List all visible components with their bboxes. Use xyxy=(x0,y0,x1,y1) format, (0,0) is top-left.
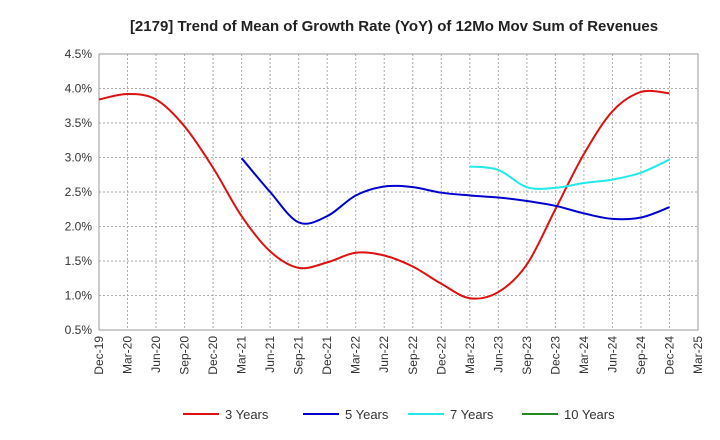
legend-label: 3 Years xyxy=(225,407,269,422)
y-tick-label: 4.0% xyxy=(65,82,93,96)
x-tick-label: Sep-20 xyxy=(178,336,192,375)
y-tick-label: 4.5% xyxy=(65,47,93,61)
x-tick-label: Mar-20 xyxy=(121,336,135,374)
series-line-3-years xyxy=(98,89,670,300)
legend-label: 10 Years xyxy=(564,407,615,422)
y-tick-label: 1.0% xyxy=(65,289,93,303)
legend-label: 5 Years xyxy=(345,407,389,422)
chart-title: [2179] Trend of Mean of Growth Rate (YoY… xyxy=(130,18,658,35)
legend: 3 Years 5 Years 7 Years 10 Years xyxy=(183,407,615,422)
x-tick-label: Dec-20 xyxy=(206,336,220,375)
y-tick-label: 1.5% xyxy=(65,254,93,268)
x-tick-label: Jun-20 xyxy=(149,336,163,373)
y-tick-label: 2.5% xyxy=(65,185,93,199)
x-tick-label: Mar-21 xyxy=(235,336,249,374)
x-tick-label: Dec-24 xyxy=(662,336,676,375)
series-line-7-years xyxy=(469,158,670,190)
x-tick-label: Dec-19 xyxy=(92,336,106,375)
legend-item-5-years: 5 Years xyxy=(303,407,389,422)
x-tick-label: Sep-23 xyxy=(520,336,534,375)
x-tick-label: Dec-21 xyxy=(320,336,334,375)
x-tick-label: Jun-22 xyxy=(377,336,391,373)
legend-item-3-years: 3 Years xyxy=(183,407,269,422)
grid xyxy=(99,54,698,330)
x-tick-label: Mar-24 xyxy=(577,336,591,374)
x-tick-label: Dec-23 xyxy=(548,336,562,375)
x-tick-label: Jun-21 xyxy=(263,336,277,373)
x-tick-label: Mar-25 xyxy=(691,336,705,374)
series-line-5-years xyxy=(240,157,670,225)
x-tick-label: Sep-24 xyxy=(634,336,648,375)
legend-item-10-years: 10 Years xyxy=(522,407,615,422)
series-lines xyxy=(98,89,670,300)
x-tick-label: Jun-23 xyxy=(491,336,505,373)
y-axis: 0.5% 1.0% 1.5% 2.0% 2.5% 3.0% 3.5% 4.0% 4.5% xyxy=(65,47,93,337)
x-tick-label: Mar-22 xyxy=(349,336,363,374)
x-tick-label: Sep-22 xyxy=(406,336,420,375)
y-tick-label: 3.0% xyxy=(65,151,93,165)
x-axis: Dec-19 Mar-20 Jun-20 Sep-20 Dec-20 Mar-21 Jun-… xyxy=(92,336,705,375)
y-tick-label: 0.5% xyxy=(65,323,93,337)
x-tick-label: Mar-23 xyxy=(463,336,477,374)
y-tick-label: 3.5% xyxy=(65,116,93,130)
legend-label: 7 Years xyxy=(450,407,494,422)
y-tick-label: 2.0% xyxy=(65,220,93,234)
plot-frame xyxy=(98,53,699,331)
x-tick-label: Dec-22 xyxy=(434,336,448,375)
x-tick-label: Sep-21 xyxy=(292,336,306,375)
x-tick-label: Jun-24 xyxy=(605,336,619,373)
legend-item-7-years: 7 Years xyxy=(408,407,494,422)
